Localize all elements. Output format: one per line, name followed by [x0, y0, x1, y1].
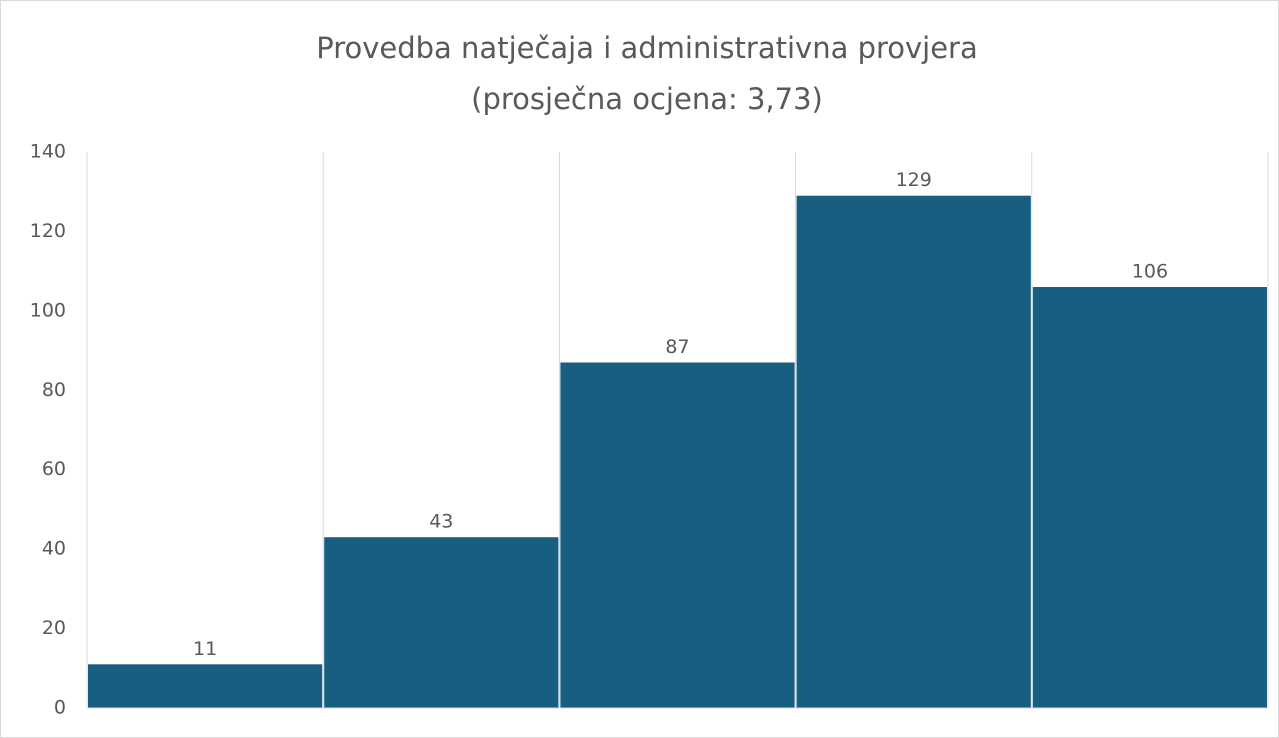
y-tick-label: 40 [42, 538, 66, 560]
bar [1032, 287, 1267, 708]
y-tick-label: 140 [30, 141, 66, 163]
data-label: 43 [429, 511, 453, 533]
bar [88, 664, 323, 708]
bar [324, 537, 559, 708]
data-label: 106 [1132, 261, 1168, 283]
y-tick-label: 60 [42, 458, 66, 480]
y-tick-label: 20 [42, 617, 66, 639]
y-tick-label: 120 [30, 220, 66, 242]
data-label: 129 [896, 169, 932, 191]
bar [796, 195, 1031, 708]
y-tick-label: 80 [42, 379, 66, 401]
y-tick-label: 0 [54, 697, 66, 719]
chart-subtitle: (prosječna ocjena: 3,73) [471, 82, 823, 116]
data-label: 87 [665, 336, 689, 358]
data-label: 11 [193, 638, 217, 660]
chart-title: Provedba natječaja i administrativna pro… [316, 31, 978, 65]
y-tick-label: 100 [30, 299, 66, 321]
bar [560, 362, 795, 708]
